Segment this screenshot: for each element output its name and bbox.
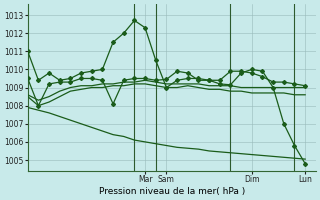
X-axis label: Pression niveau de la mer( hPa ): Pression niveau de la mer( hPa ) — [99, 187, 245, 196]
